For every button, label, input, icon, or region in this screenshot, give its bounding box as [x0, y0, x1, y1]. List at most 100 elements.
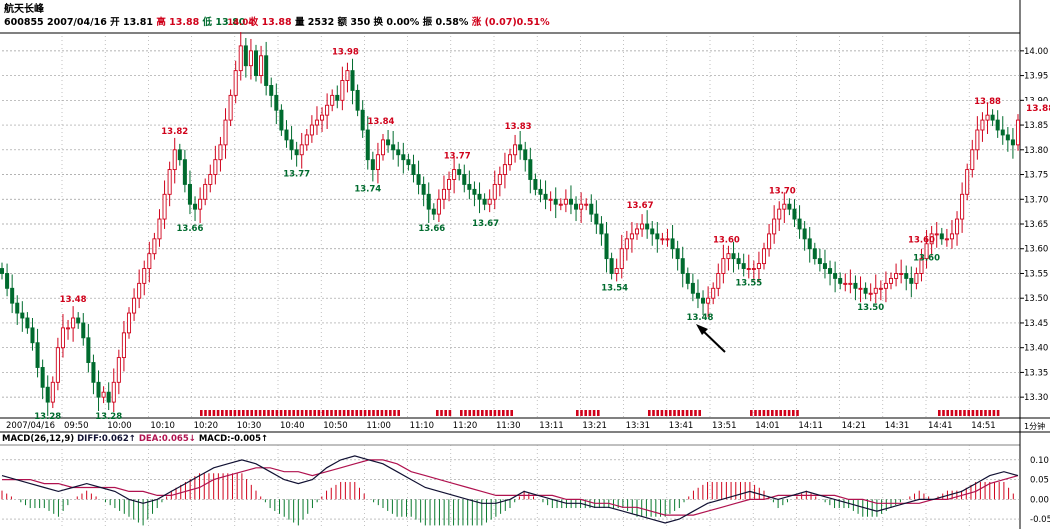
- candle-body: [284, 129, 289, 141]
- candle-body: [66, 327, 71, 330]
- signal-mark: [954, 410, 958, 416]
- last-price-label: 13.88: [1026, 104, 1050, 114]
- candle-body: [309, 124, 314, 136]
- candle-body: [238, 45, 243, 72]
- candle-body: [431, 208, 436, 215]
- candle-body: [60, 327, 65, 349]
- price-annotation: 13.67: [472, 219, 499, 229]
- candle-body: [767, 233, 772, 250]
- candle-body: [548, 198, 553, 201]
- signal-mark: [750, 410, 753, 416]
- candle-body: [447, 179, 452, 190]
- candle-body: [787, 203, 792, 210]
- candle-body: [558, 203, 563, 206]
- candle-body: [472, 188, 477, 195]
- dea-line: [2, 459, 1019, 516]
- candle-body: [218, 144, 223, 161]
- candle-body: [650, 228, 655, 235]
- candle-body: [797, 218, 802, 230]
- candle-body: [553, 198, 558, 205]
- candle-body: [126, 312, 132, 334]
- signal-mark: [766, 410, 770, 416]
- candle-body: [467, 183, 472, 190]
- signal-mark: [263, 410, 266, 416]
- signal-mark: [347, 410, 350, 416]
- candle-body: [645, 223, 650, 230]
- signal-mark: [588, 410, 592, 416]
- candle-body: [253, 50, 259, 77]
- price-annotation: 13.82: [161, 127, 188, 137]
- candle-body: [965, 169, 970, 195]
- signal-mark: [493, 410, 497, 416]
- macd-header: MACD(26,12,9) DIFF:0.062↑ DEA:0.065↓ MAC…: [2, 434, 268, 444]
- signal-mark: [597, 410, 600, 416]
- candle-body: [462, 174, 467, 185]
- candle-body: [883, 282, 888, 289]
- candle-body: [868, 292, 873, 295]
- candle-body: [228, 94, 233, 121]
- signal-mark: [464, 410, 467, 416]
- price-tick-label: 14.00: [1024, 47, 1048, 57]
- candle-body: [792, 208, 797, 220]
- diff-line: [1, 455, 1019, 524]
- time-tick-label: 10:10: [150, 421, 175, 431]
- amount-label: 额: [338, 16, 348, 28]
- candle-body: [193, 203, 198, 210]
- signal-mark: [669, 410, 672, 416]
- price-tick-label: 13.55: [1024, 269, 1048, 279]
- candle-body: [878, 287, 883, 290]
- candle-body: [1015, 119, 1021, 146]
- updown-value: (0.07)0.51%: [485, 17, 551, 28]
- candle-body: [335, 94, 340, 101]
- candle-body: [86, 337, 91, 363]
- candle-body: [147, 253, 152, 269]
- candle-body: [452, 169, 457, 180]
- candle-body: [76, 317, 81, 324]
- candle-body: [670, 238, 675, 250]
- candle-body: [325, 104, 330, 116]
- price-annotation: 13.55: [735, 278, 762, 288]
- candlesticks: [0, 32, 1021, 416]
- time-tick-label: 10:30: [237, 421, 261, 431]
- candle-body: [177, 149, 182, 161]
- candle-body: [502, 164, 507, 175]
- time-tick-label: 14:01: [755, 421, 780, 431]
- macd-tick-label: -0.05: [1030, 515, 1050, 525]
- price-axis: 14.0013.9513.9013.8513.8013.7513.7013.65…: [1020, 47, 1048, 403]
- price-annotation: 13.83: [505, 122, 532, 132]
- time-axis: 2007/04/16 09:50 10:00 10:10 10:20 10:30 10:40…: [6, 421, 996, 431]
- candle-body: [380, 139, 386, 156]
- candle-body: [523, 149, 528, 161]
- price-annotation: 13.60: [908, 236, 935, 246]
- signal-mark: [996, 410, 1000, 416]
- candle-body: [609, 258, 614, 274]
- price-annotation: 13.66: [418, 224, 445, 234]
- candle-body: [50, 381, 55, 403]
- candle-body: [716, 273, 721, 289]
- candle-body: [939, 233, 944, 240]
- signal-mark: [754, 410, 757, 416]
- signal-mark: [250, 410, 253, 416]
- candle-body: [533, 179, 538, 190]
- price-annotation: 13.77: [444, 152, 471, 162]
- candle-body: [340, 80, 345, 101]
- turnover-label: 换: [374, 16, 384, 28]
- time-tick-label: 2007/04/16: [6, 421, 55, 431]
- amp-label: 振: [423, 16, 433, 28]
- open-label: 开: [110, 17, 120, 28]
- signal-mark: [271, 410, 274, 416]
- candle-body: [101, 391, 106, 398]
- vol-value: 2532: [308, 17, 334, 28]
- signal-mark: [468, 410, 471, 416]
- macd-title: MACD(26,12,9): [2, 434, 74, 444]
- signal-mark: [376, 410, 379, 416]
- candle-body: [843, 282, 848, 285]
- candle-body: [172, 149, 177, 171]
- candle-body: [944, 238, 949, 241]
- time-tick-label: 14:11: [798, 421, 823, 431]
- candle-body: [899, 273, 904, 275]
- signal-mark: [380, 410, 384, 416]
- candle-body: [355, 89, 360, 111]
- candle-body: [426, 193, 431, 210]
- candle-body: [116, 357, 121, 383]
